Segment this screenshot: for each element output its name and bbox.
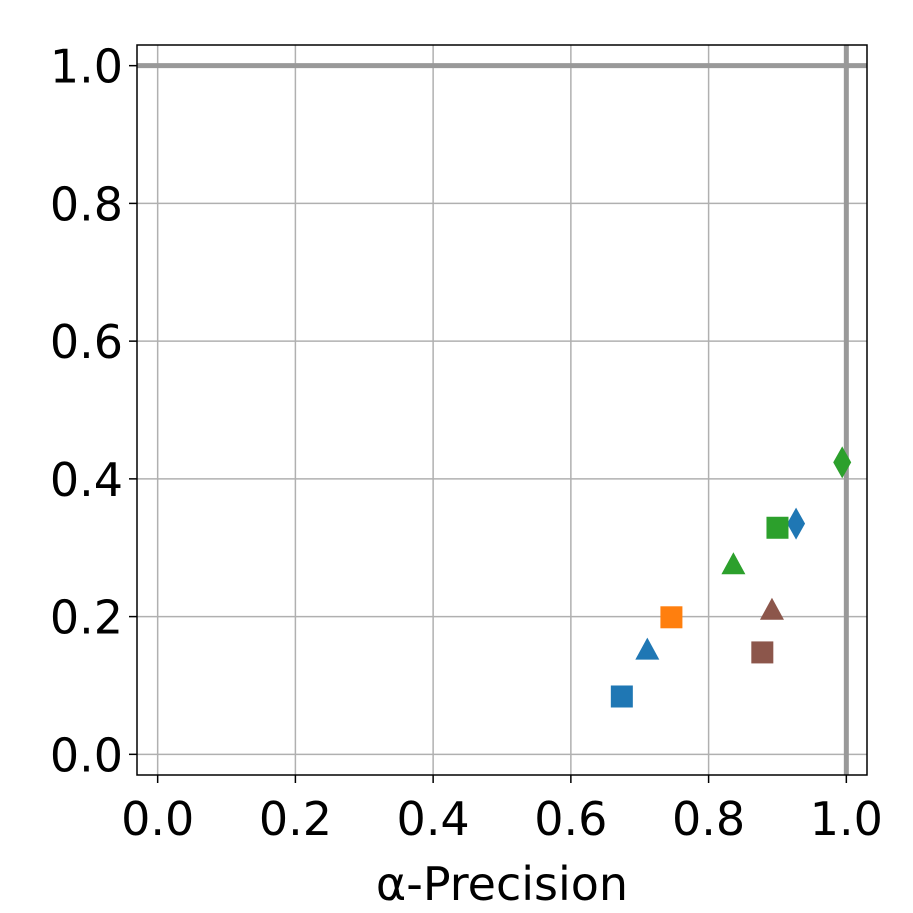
data-point xyxy=(787,507,806,540)
x-tick-label: 0.2 xyxy=(259,792,332,846)
data-point xyxy=(766,516,789,539)
x-tick-label: 0.0 xyxy=(121,792,194,846)
y-tick-label: 0.2 xyxy=(50,591,123,645)
y-tick-label: 0.6 xyxy=(50,315,123,369)
x-tick-label: 0.6 xyxy=(534,792,607,846)
data-point xyxy=(635,637,660,660)
y-tick-label: 0.4 xyxy=(50,453,123,507)
data-point xyxy=(721,552,746,575)
data-point xyxy=(660,606,683,629)
x-axis-label: α-Precision xyxy=(376,857,628,911)
y-tick-label: 1.0 xyxy=(50,40,123,94)
data-point xyxy=(751,641,774,664)
x-tick-label: 0.8 xyxy=(672,792,745,846)
plot-frame xyxy=(136,44,868,776)
y-tick-label: 0.8 xyxy=(50,177,123,231)
x-tick-label: 1.0 xyxy=(810,792,883,846)
data-point xyxy=(610,685,633,708)
data-point xyxy=(759,597,784,620)
y-tick-label: 0.0 xyxy=(50,728,123,782)
data-point xyxy=(833,446,852,479)
x-tick-label: 0.4 xyxy=(397,792,470,846)
